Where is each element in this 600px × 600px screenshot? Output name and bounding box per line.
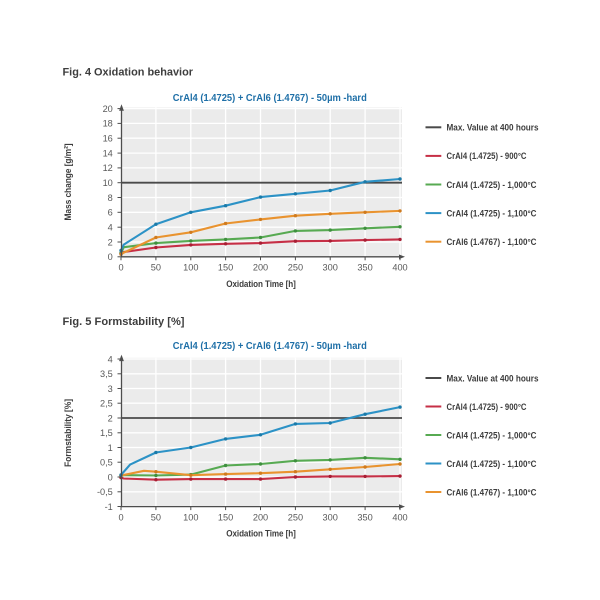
svg-text:CrAl4 (1.4725) - 1,000°C: CrAl4 (1.4725) - 1,000°C <box>447 180 537 191</box>
svg-text:Mass change [g/m²]: Mass change [g/m²] <box>63 144 74 221</box>
svg-text:250: 250 <box>288 512 303 522</box>
svg-text:20: 20 <box>103 104 113 114</box>
svg-text:14: 14 <box>103 148 113 158</box>
svg-text:6: 6 <box>108 208 113 218</box>
svg-text:0: 0 <box>118 263 123 273</box>
svg-text:Fig. 5 Formstability [%]: Fig. 5 Formstability [%] <box>63 316 185 328</box>
svg-text:2: 2 <box>108 237 113 247</box>
svg-text:CrAl6 (1.4767) - 1,100°C: CrAl6 (1.4767) - 1,100°C <box>447 487 537 498</box>
svg-text:4: 4 <box>108 354 113 364</box>
svg-text:12: 12 <box>103 163 113 173</box>
svg-text:300: 300 <box>323 512 338 522</box>
svg-text:1: 1 <box>108 443 113 453</box>
svg-text:CrAl4 (1.4725) + CrAl6 (1.4767: CrAl4 (1.4725) + CrAl6 (1.4767) - 50µm -… <box>173 341 367 352</box>
svg-text:CrAl4 (1.4725) - 1,100°C: CrAl4 (1.4725) - 1,100°C <box>447 459 537 470</box>
svg-text:1,5: 1,5 <box>100 428 113 438</box>
svg-text:16: 16 <box>103 134 113 144</box>
svg-text:400: 400 <box>392 512 407 522</box>
svg-text:Fig. 4 Oxidation behavior: Fig. 4 Oxidation behavior <box>63 66 194 78</box>
svg-text:4: 4 <box>108 223 113 233</box>
svg-text:CrAl4 (1.4725) + CrAl6 (1.4767: CrAl4 (1.4725) + CrAl6 (1.4767) - 50µm -… <box>173 93 367 104</box>
svg-text:CrAl4 (1.4725) - 1,100°C: CrAl4 (1.4725) - 1,100°C <box>447 208 537 219</box>
svg-text:3,5: 3,5 <box>100 369 113 379</box>
svg-text:350: 350 <box>357 263 372 273</box>
svg-text:18: 18 <box>103 119 113 129</box>
svg-text:Oxidation Time [h]: Oxidation Time [h] <box>226 529 296 540</box>
svg-text:350: 350 <box>357 512 372 522</box>
svg-text:100: 100 <box>183 263 198 273</box>
svg-text:200: 200 <box>253 512 268 522</box>
svg-text:100: 100 <box>183 512 198 522</box>
svg-text:300: 300 <box>323 263 338 273</box>
svg-text:250: 250 <box>288 263 303 273</box>
svg-text:Max. Value at 400 hours: Max. Value at 400 hours <box>447 373 539 384</box>
svg-text:10: 10 <box>103 178 113 188</box>
svg-text:CrAl4 (1.4725) - 900°C: CrAl4 (1.4725) - 900°C <box>447 151 527 162</box>
svg-text:CrAl6 (1.4767) - 1,100°C: CrAl6 (1.4767) - 1,100°C <box>447 237 537 248</box>
svg-text:150: 150 <box>218 263 233 273</box>
svg-text:-1: -1 <box>105 502 113 512</box>
svg-text:0: 0 <box>118 512 123 522</box>
svg-text:50: 50 <box>151 512 161 522</box>
svg-text:150: 150 <box>218 512 233 522</box>
svg-text:-0,5: -0,5 <box>97 487 113 497</box>
svg-text:CrAl4 (1.4725) - 900°C: CrAl4 (1.4725) - 900°C <box>447 402 527 413</box>
svg-text:0: 0 <box>108 472 113 482</box>
svg-text:200: 200 <box>253 263 268 273</box>
svg-text:CrAl4 (1.4725) - 1,000°C: CrAl4 (1.4725) - 1,000°C <box>447 430 537 441</box>
svg-text:50: 50 <box>151 263 161 273</box>
svg-text:0,5: 0,5 <box>100 458 113 468</box>
svg-text:0: 0 <box>108 252 113 262</box>
svg-text:Max. Value at 400 hours: Max. Value at 400 hours <box>447 123 539 134</box>
svg-text:2,5: 2,5 <box>100 399 113 409</box>
svg-text:2: 2 <box>108 413 113 423</box>
svg-text:Formstability [%]: Formstability [%] <box>63 399 74 467</box>
svg-text:8: 8 <box>108 193 113 203</box>
svg-text:Oxidation Time [h]: Oxidation Time [h] <box>226 279 296 290</box>
svg-text:400: 400 <box>392 263 407 273</box>
svg-text:3: 3 <box>108 384 113 394</box>
